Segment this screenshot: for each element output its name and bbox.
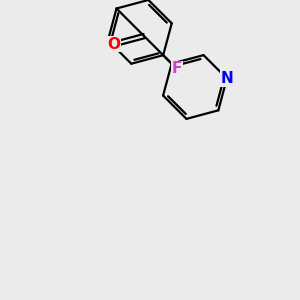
Text: O: O [107,37,121,52]
Text: N: N [220,71,233,86]
Text: F: F [172,61,182,76]
